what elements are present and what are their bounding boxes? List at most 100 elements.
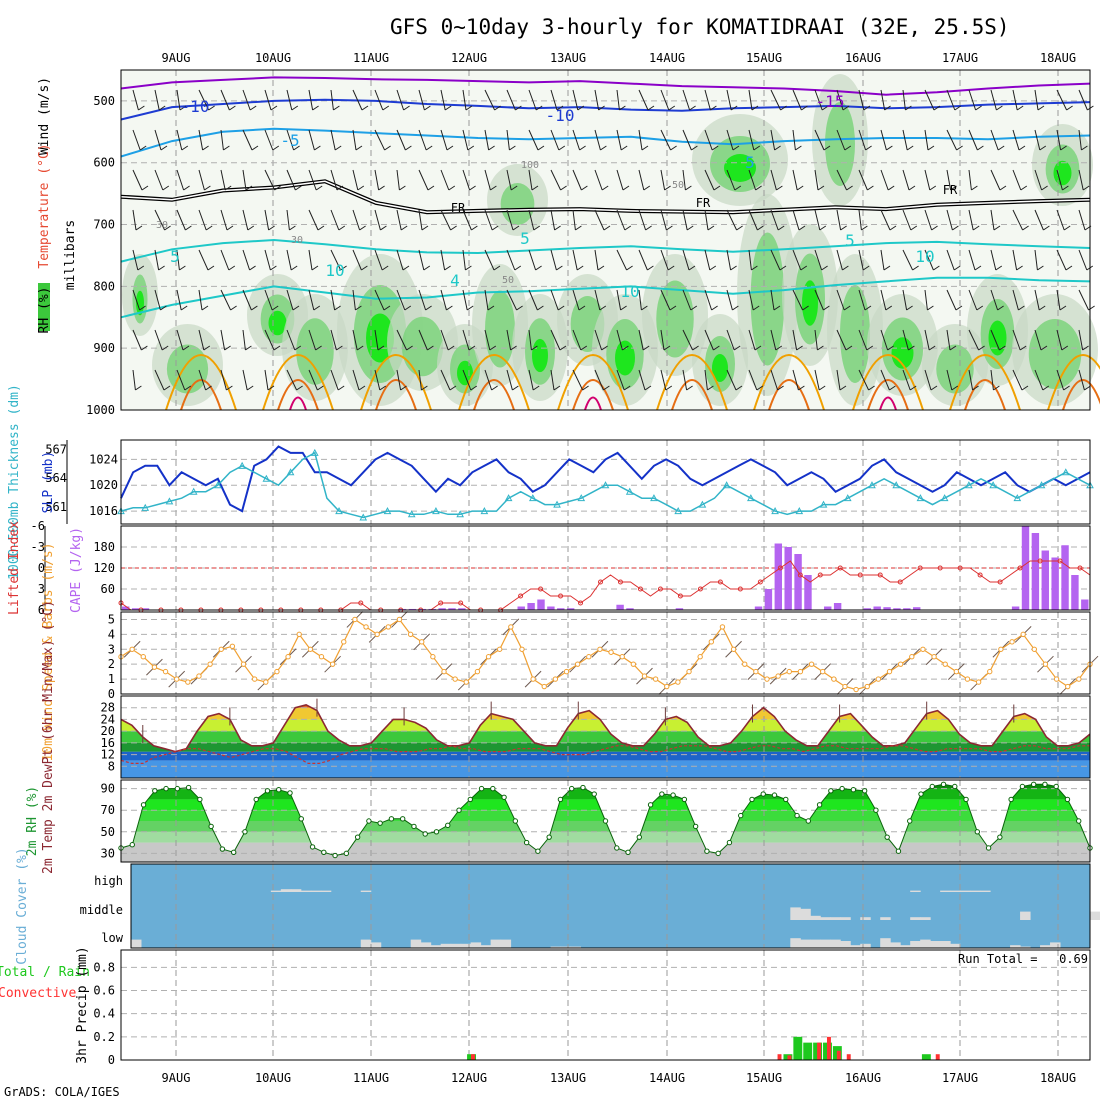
wind-barb-flag xyxy=(910,225,918,231)
date-label-bottom: 9AUG xyxy=(162,1071,191,1085)
wind-barb xyxy=(352,329,358,351)
panel-ylabel: RH (%) xyxy=(37,287,52,334)
cloud-low-bar xyxy=(910,941,921,948)
wind-barb xyxy=(726,209,738,231)
li-point xyxy=(518,593,524,599)
wind-barb xyxy=(946,369,953,391)
wind-barb xyxy=(220,369,227,391)
wind-barb-flag xyxy=(663,345,671,351)
rh-point xyxy=(377,820,383,826)
wind-barb-flag xyxy=(158,105,166,111)
wind-barb-flag xyxy=(819,225,827,231)
rh-point xyxy=(1053,783,1059,790)
cape-bar xyxy=(804,575,812,610)
wind-barb xyxy=(902,89,906,111)
temp-band xyxy=(121,760,1090,778)
wind-barb xyxy=(682,249,690,271)
rh-point xyxy=(738,812,744,819)
rh-contour-90 xyxy=(166,344,209,394)
rh-point xyxy=(445,822,451,829)
wind-barb xyxy=(814,249,823,271)
cloud-low-bar xyxy=(900,945,911,948)
temp-band xyxy=(121,707,1090,720)
wind-barb xyxy=(616,249,628,271)
wind-barb-flag xyxy=(183,185,190,191)
pressure-tick: 700 xyxy=(93,218,115,232)
wind-barb-flag xyxy=(246,385,254,391)
rh-point xyxy=(805,818,812,824)
wind-barb xyxy=(506,169,512,191)
wind-barb xyxy=(286,289,294,311)
wind-barb-flag xyxy=(229,105,236,111)
panel-ylabel: 1000-500mb Thickness (dm) xyxy=(7,384,22,580)
cape-bar xyxy=(883,607,891,610)
li-point xyxy=(458,600,464,606)
rh-point xyxy=(760,791,766,797)
wind-speed-point xyxy=(341,639,347,645)
wind-barb-flag xyxy=(1037,265,1044,271)
li-tick: 0 xyxy=(38,561,45,575)
wind-barb xyxy=(1012,209,1024,231)
wind-barb xyxy=(814,89,823,111)
wind-barb xyxy=(264,89,272,111)
wind-barb-flag xyxy=(779,265,787,271)
wind-barb xyxy=(880,89,886,111)
wind-barb-flag xyxy=(356,345,364,351)
wind-barb-flag xyxy=(774,145,781,151)
cloud-low-bar xyxy=(440,943,452,948)
wind-barb-flag xyxy=(736,225,743,231)
wind-barb-flag xyxy=(448,185,456,191)
wind-barb-flag xyxy=(603,225,611,231)
wind-barb-flag xyxy=(537,305,544,311)
wind-barb xyxy=(396,89,405,111)
rh-point xyxy=(1008,796,1014,803)
cloud-high-bar xyxy=(280,889,292,892)
wind-barb xyxy=(1056,369,1065,391)
wind-barb xyxy=(770,129,776,151)
wind-barb xyxy=(396,129,406,151)
minus10-isotherm xyxy=(120,98,1091,121)
rh-point xyxy=(625,849,631,855)
wind-barb-flag xyxy=(223,145,230,151)
wind-barb xyxy=(484,129,490,151)
wind-barb-flag xyxy=(840,225,847,231)
li-point xyxy=(737,586,743,592)
wind-tick: 0 xyxy=(108,687,115,701)
precip-tick: 0.4 xyxy=(93,1007,115,1021)
wind-barb-flag xyxy=(977,145,984,151)
wind-barb xyxy=(1012,169,1022,191)
thickness-point xyxy=(625,487,634,495)
wind-speed-point xyxy=(541,683,547,690)
wind-barb xyxy=(616,369,625,391)
wind-speed-point xyxy=(597,646,603,652)
wind-barb xyxy=(792,249,802,271)
rh-contour-100 xyxy=(532,338,548,373)
wind-barb xyxy=(374,209,381,231)
wind-barb-flag xyxy=(512,385,519,391)
wind-barb xyxy=(748,369,758,391)
wind-barb xyxy=(638,329,644,351)
precip-convective-bar xyxy=(935,1054,940,1060)
wind-barb xyxy=(946,129,958,151)
wind-speed-point xyxy=(953,668,960,675)
wind-barb xyxy=(286,129,295,151)
wind-barb-flag xyxy=(664,185,671,191)
wind-barb-flag xyxy=(598,105,605,111)
cloud-low-bar xyxy=(460,943,472,948)
wind-barb-flag xyxy=(668,105,676,111)
wind-speed-point xyxy=(363,624,369,630)
wind-barb-flag xyxy=(953,265,961,271)
wind-barb xyxy=(264,369,269,391)
wind-barb-flag xyxy=(425,305,432,311)
wind-barb xyxy=(154,329,163,351)
wind-barb-flag xyxy=(732,305,739,311)
wind-barb-flag xyxy=(1039,145,1047,151)
wind-barb xyxy=(176,329,184,351)
wind-speed-point xyxy=(819,668,826,675)
wind-barb xyxy=(550,249,557,271)
wind-barb-flag xyxy=(620,305,627,311)
rh-band xyxy=(121,821,1090,832)
precip-convective-bar xyxy=(846,1054,851,1060)
wind-barb-flag xyxy=(733,345,741,351)
wind-barb-flag xyxy=(295,185,302,191)
